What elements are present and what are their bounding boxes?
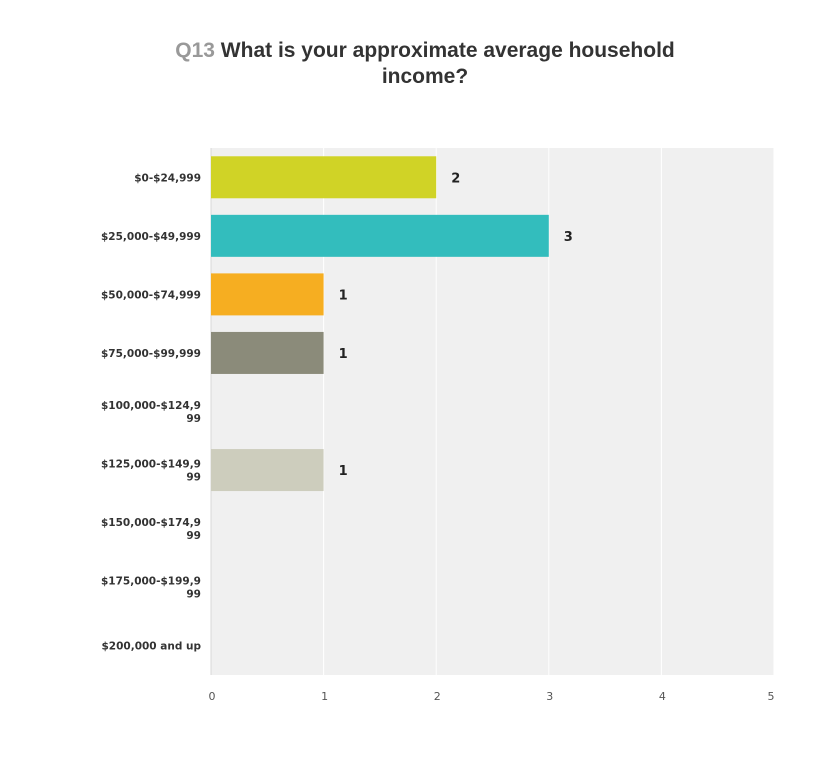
value-label: 1 [339,347,348,362]
bar [211,331,324,374]
category-label: $150,000-$174,9 99 [101,517,201,542]
bar [211,214,549,257]
category-label: $25,000-$49,999 [101,231,201,243]
value-label: 1 [339,464,348,479]
category-label: $75,000-$99,999 [101,348,201,360]
x-tick-label: 0 [209,690,216,703]
x-tick-label: 3 [546,690,553,703]
category-label: $0-$24,999 [134,172,201,184]
x-tick-labels: 0 1 2 3 4 5 [209,690,775,703]
question-text: What is your approximate average househo… [220,39,675,88]
x-tick-label: 2 [434,690,441,703]
value-label: 3 [564,230,573,245]
bar [211,449,324,492]
category-label: $200,000 and up [101,641,201,653]
category-labels: $0-$24,999 $25,000-$49,999 $50,000-$74,999… [101,172,201,652]
question-number: Q13 [175,39,215,62]
bar [211,156,437,199]
bars [211,156,549,492]
x-tick-label: 4 [659,690,666,703]
category-label: $100,000-$124,9 99 [101,400,201,425]
value-labels: 2 3 1 1 1 [339,171,573,479]
x-tick-label: 1 [321,690,328,703]
category-label: $50,000-$74,999 [101,289,201,301]
value-label: 2 [451,171,460,186]
x-tick-label: 5 [768,690,775,703]
chart-title: Q13 What is your approximate average hou… [160,38,690,90]
category-label: $175,000-$199,9 99 [101,576,201,601]
value-label: 1 [339,288,348,303]
category-label: $125,000-$149,9 99 [101,459,201,484]
bar [211,273,324,316]
